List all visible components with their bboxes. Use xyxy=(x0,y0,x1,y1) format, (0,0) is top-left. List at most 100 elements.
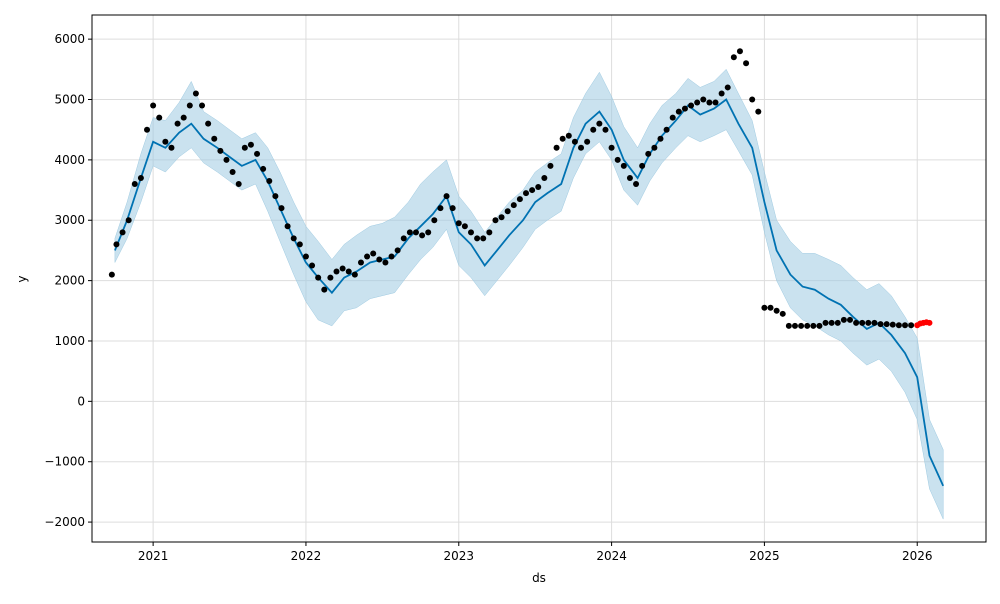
history-point xyxy=(296,241,303,248)
forecast-line xyxy=(114,98,945,487)
history-point xyxy=(626,174,633,181)
y-tick-label: 5000 xyxy=(54,93,85,107)
x-tick-label: 2022 xyxy=(291,549,322,563)
x-tick-label: 2023 xyxy=(443,549,474,563)
history-point xyxy=(853,319,860,326)
history-point xyxy=(229,168,236,175)
history-point xyxy=(284,223,291,230)
history-point xyxy=(498,214,505,221)
history-point xyxy=(137,174,144,181)
history-point xyxy=(370,250,377,257)
x-axis-title: ds xyxy=(532,571,546,585)
history-point xyxy=(144,126,151,133)
history-point xyxy=(351,271,358,278)
history-point xyxy=(743,60,750,67)
history-point xyxy=(828,319,835,326)
history-point xyxy=(669,114,676,121)
history-point xyxy=(663,126,670,133)
history-point xyxy=(406,229,413,236)
history-point xyxy=(810,322,817,329)
history-point xyxy=(492,217,499,224)
history-point xyxy=(290,235,297,242)
history-point xyxy=(779,310,786,317)
history-point xyxy=(315,274,322,281)
history-point xyxy=(425,229,432,236)
history-point xyxy=(461,223,468,230)
history-point xyxy=(260,165,267,172)
history-point xyxy=(266,178,273,185)
history-point xyxy=(211,135,218,142)
history-point xyxy=(217,147,224,154)
history-point xyxy=(681,105,688,112)
history-point xyxy=(364,253,371,260)
history-point xyxy=(327,274,334,281)
history-point xyxy=(571,138,578,145)
history-point xyxy=(645,150,652,157)
history-point xyxy=(706,99,713,106)
history-point xyxy=(162,138,169,145)
history-point xyxy=(675,108,682,115)
history-point xyxy=(688,102,695,109)
y-tick-label: 6000 xyxy=(54,32,85,46)
history-point xyxy=(168,144,175,151)
history-point xyxy=(180,114,187,121)
history-point xyxy=(877,321,884,328)
history-point xyxy=(902,322,909,329)
history-point xyxy=(150,102,157,109)
history-point xyxy=(357,259,364,266)
history-point xyxy=(394,247,401,254)
history-point xyxy=(755,108,762,115)
history-point xyxy=(400,235,407,242)
history-point xyxy=(651,144,658,151)
history-point xyxy=(834,319,841,326)
history-point xyxy=(565,132,572,139)
history-point xyxy=(547,162,554,169)
history-point xyxy=(608,144,615,151)
history-point xyxy=(480,235,487,242)
history-point xyxy=(889,321,896,328)
history-point xyxy=(895,322,902,329)
history-point xyxy=(199,102,206,109)
recent-point xyxy=(926,319,933,326)
history-points-layer xyxy=(108,48,915,329)
grid-layer xyxy=(92,15,986,542)
history-point xyxy=(559,135,566,142)
history-point xyxy=(516,196,523,203)
x-tick-label: 2025 xyxy=(749,549,780,563)
history-point xyxy=(333,268,340,275)
y-axis-title: y xyxy=(15,275,29,282)
history-point xyxy=(791,322,798,329)
history-point xyxy=(156,114,163,121)
history-point xyxy=(908,322,915,329)
history-point xyxy=(388,253,395,260)
history-point xyxy=(816,322,823,329)
history-point xyxy=(235,181,242,188)
history-point xyxy=(761,304,768,311)
history-point xyxy=(431,217,438,224)
history-point xyxy=(119,229,126,236)
history-point xyxy=(633,181,640,188)
history-point xyxy=(108,271,115,278)
history-point xyxy=(694,99,701,106)
history-point xyxy=(125,217,132,224)
history-point xyxy=(174,120,181,127)
history-point xyxy=(614,156,621,163)
history-point xyxy=(339,265,346,272)
history-point xyxy=(382,259,389,266)
history-point xyxy=(376,256,383,263)
history-point xyxy=(186,102,193,109)
history-point xyxy=(883,321,890,328)
x-tick-label: 2026 xyxy=(902,549,933,563)
history-point xyxy=(467,229,474,236)
history-point xyxy=(602,126,609,133)
history-point xyxy=(798,322,805,329)
history-point xyxy=(535,184,542,191)
history-point xyxy=(278,205,285,212)
y-tick-label: 0 xyxy=(77,394,85,408)
history-point xyxy=(241,144,248,151)
history-point xyxy=(846,316,853,323)
plot-frame xyxy=(91,14,987,543)
y-tick-label: −1000 xyxy=(44,455,85,469)
history-point xyxy=(529,187,536,194)
history-point xyxy=(272,193,279,200)
